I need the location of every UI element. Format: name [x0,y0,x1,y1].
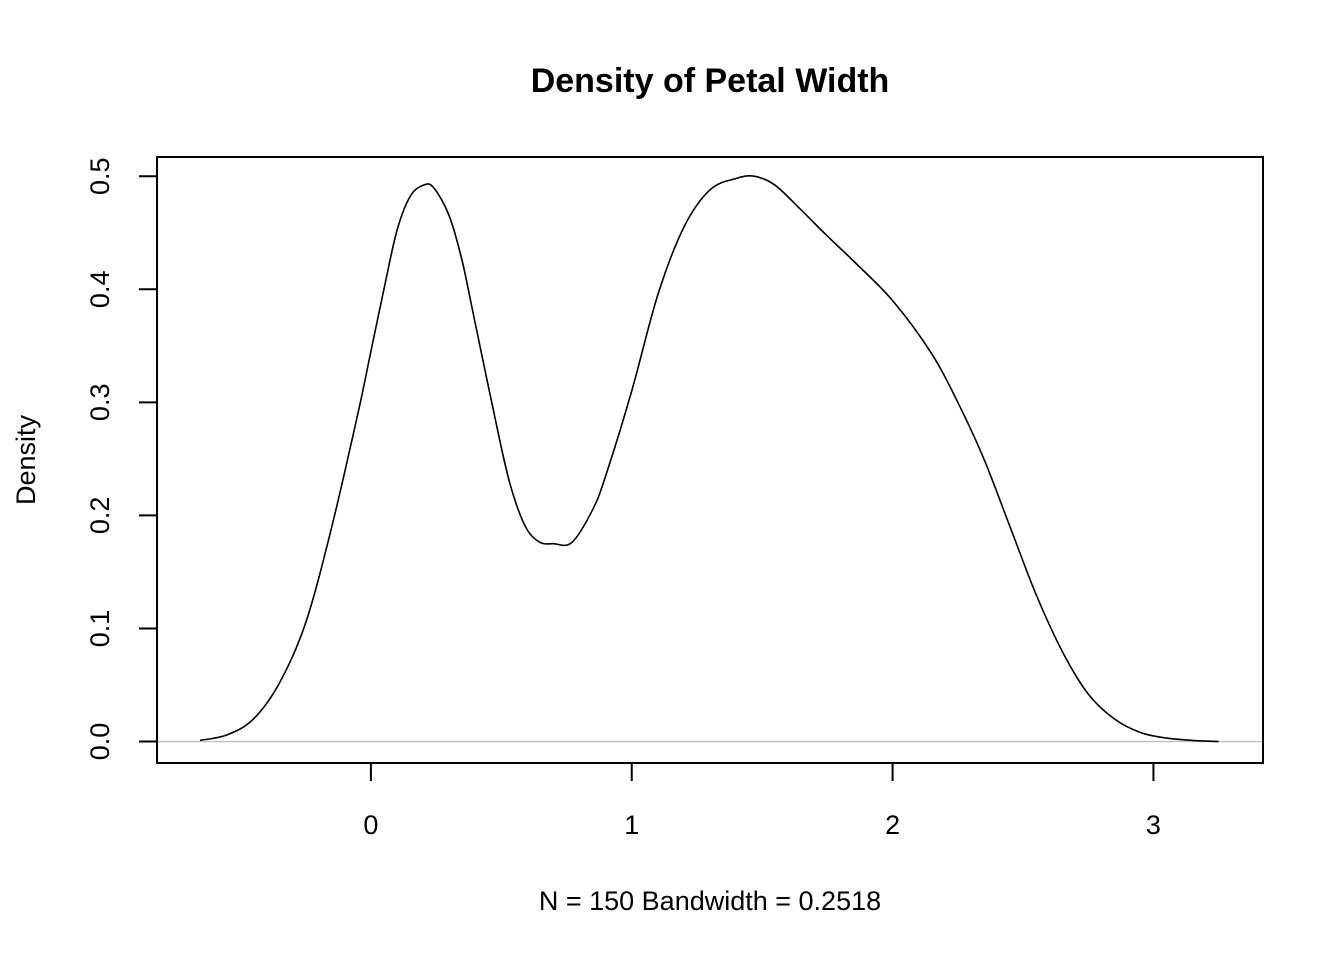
y-tick-label: 0.2 [85,497,115,535]
x-tick-label: 1 [624,810,639,840]
y-tick-label: 0.0 [85,723,115,761]
x-tick-label: 2 [885,810,900,840]
y-tick-label: 0.3 [85,384,115,422]
y-tick-label: 0.4 [85,271,115,309]
y-tick-label: 0.1 [85,610,115,648]
x-axis: 0 1 2 3 [363,763,1161,840]
x-tick-label: 0 [363,810,378,840]
chart-title: Density of Petal Width [531,62,890,100]
y-axis-label: Density [11,414,41,505]
x-tick-label: 3 [1146,810,1161,840]
x-axis-label: N = 150 Bandwidth = 0.2518 [539,886,881,916]
y-axis: 0.0 0.1 0.2 0.3 0.4 0.5 [85,157,157,760]
plot-frame [156,156,1264,764]
density-curve [199,174,1219,743]
y-tick-label: 0.5 [85,157,115,195]
